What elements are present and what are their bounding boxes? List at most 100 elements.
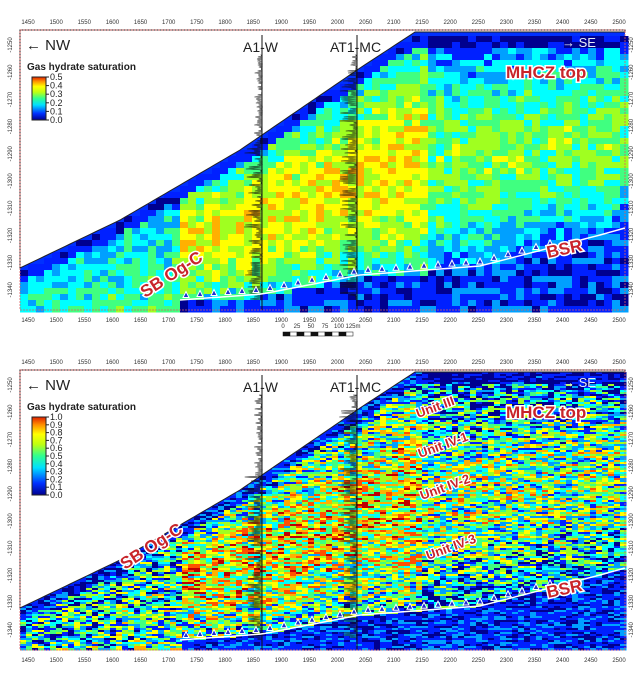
y-tick-label-left: -1310 — [8, 200, 14, 216]
saturation-cell — [540, 234, 549, 241]
saturation-cell — [452, 48, 461, 55]
saturation-cell — [122, 618, 129, 621]
saturation-cell — [100, 276, 109, 283]
saturation-cell — [428, 132, 437, 139]
saturation-cell — [50, 636, 57, 639]
saturation-cell — [540, 72, 549, 79]
saturation-cell — [220, 198, 229, 205]
saturation-cell — [80, 624, 87, 627]
saturation-cell — [188, 186, 197, 193]
saturation-cell — [580, 228, 589, 235]
saturation-cell — [436, 96, 445, 103]
saturation-cell — [540, 90, 549, 97]
saturation-cell — [468, 156, 477, 163]
saturation-cell — [548, 54, 557, 61]
x-tick-label-top: 2400 — [556, 20, 570, 26]
saturation-cell — [372, 222, 381, 229]
saturation-cell — [524, 210, 533, 217]
saturation-cell — [620, 84, 629, 91]
saturation-cell — [220, 234, 229, 241]
saturation-cell — [50, 606, 57, 609]
x-tick-label-top: 2000 — [331, 20, 345, 26]
saturation-cell — [508, 36, 517, 43]
saturation-cell — [356, 252, 365, 259]
saturation-cell — [572, 216, 581, 223]
saturation-cell — [188, 522, 195, 525]
saturation-cell — [260, 222, 269, 229]
saturation-cell — [540, 66, 549, 73]
saturation-cell — [564, 54, 573, 61]
saturation-cell — [388, 144, 397, 151]
saturation-cell — [396, 96, 405, 103]
saturation-cell — [110, 640, 117, 643]
saturation-cell — [122, 608, 129, 611]
saturation-cell — [158, 574, 165, 577]
saturation-cell — [580, 132, 589, 139]
saturation-cell — [428, 192, 437, 199]
saturation-cell — [36, 288, 45, 295]
saturation-cell — [228, 168, 237, 175]
saturation-cell — [20, 270, 29, 277]
saturation-cell — [532, 84, 541, 91]
saturation-cell — [176, 646, 183, 649]
saturation-cell — [348, 234, 357, 241]
saturation-cell — [348, 126, 357, 133]
x-tick-label-bottom: 2300 — [500, 318, 514, 324]
saturation-cell — [476, 120, 485, 127]
saturation-cell — [170, 566, 177, 569]
saturation-cell — [276, 186, 285, 193]
saturation-cell — [56, 646, 63, 649]
saturation-cell — [380, 228, 389, 235]
saturation-cell — [86, 640, 93, 643]
saturation-cell — [332, 180, 341, 187]
saturation-cell — [500, 180, 509, 187]
saturation-cell — [212, 204, 221, 211]
saturation-cell — [134, 602, 141, 605]
saturation-cell — [612, 60, 621, 67]
saturation-cell — [532, 204, 541, 211]
saturation-cell — [116, 612, 123, 615]
saturation-cell — [476, 114, 485, 121]
saturation-cell — [564, 282, 573, 289]
saturation-cell — [182, 548, 189, 551]
saturation-cell — [468, 228, 477, 235]
saturation-cell — [300, 222, 309, 229]
saturation-cell — [620, 270, 629, 277]
saturation-cell — [158, 610, 165, 613]
saturation-cell — [92, 622, 99, 625]
saturation-cell — [170, 618, 177, 621]
saturation-cell — [324, 252, 333, 259]
saturation-cell — [60, 270, 69, 277]
saturation-cell — [134, 564, 141, 567]
saturation-cell — [444, 48, 453, 55]
y-tick-label-right: -1320 — [629, 227, 635, 243]
saturation-cell — [182, 608, 189, 611]
saturation-cell — [36, 306, 45, 313]
saturation-cell — [340, 270, 349, 277]
saturation-cell — [236, 216, 245, 223]
saturation-cell — [324, 210, 333, 217]
saturation-cell — [436, 150, 445, 157]
saturation-cell — [604, 114, 613, 121]
saturation-cell — [428, 198, 437, 205]
saturation-cell — [26, 646, 33, 649]
saturation-cell — [404, 144, 413, 151]
saturation-cell — [44, 636, 51, 639]
saturation-cell — [548, 102, 557, 109]
saturation-cell — [110, 636, 117, 639]
saturation-cell — [140, 276, 149, 283]
saturation-cell — [588, 120, 597, 127]
saturation-cell — [444, 108, 453, 115]
saturation-cell — [80, 630, 87, 633]
saturation-cell — [32, 638, 39, 641]
saturation-cell — [572, 300, 581, 307]
saturation-cell — [110, 614, 117, 617]
saturation-cell — [548, 282, 557, 289]
saturation-cell — [164, 596, 171, 599]
saturation-cell — [182, 524, 189, 527]
saturation-cell — [172, 210, 181, 217]
saturation-cell — [556, 84, 565, 91]
saturation-cell — [556, 36, 565, 43]
saturation-cell — [104, 570, 111, 573]
saturation-cell — [212, 276, 221, 283]
